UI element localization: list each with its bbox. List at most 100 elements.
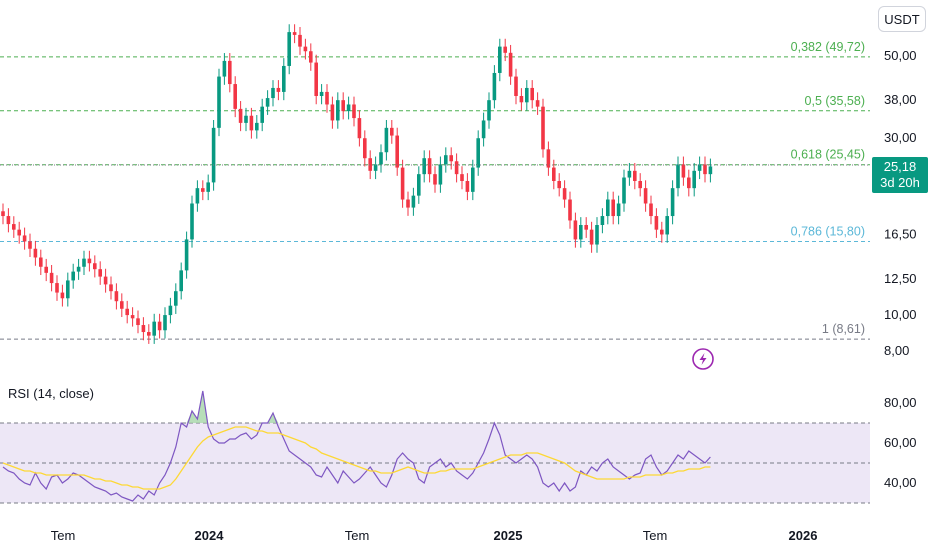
time-axis-label: Tem	[643, 528, 668, 543]
currency-button[interactable]: USDT	[878, 6, 926, 32]
rsi-axis-label: 80,00	[884, 395, 917, 410]
candle-body	[411, 195, 416, 208]
candle-body	[417, 174, 421, 196]
candle-body	[687, 177, 691, 189]
bar-countdown: 3d 20h	[880, 175, 920, 190]
candle-body	[622, 177, 626, 204]
time-axis-label: 2024	[195, 528, 225, 543]
candle-body	[438, 164, 443, 185]
candle-body	[368, 158, 372, 171]
candle-body	[28, 241, 32, 249]
candle-body	[562, 188, 567, 200]
candle-body	[346, 104, 351, 112]
rsi-line	[2, 390, 711, 502]
candle-body	[395, 135, 399, 168]
candle-body	[152, 321, 156, 336]
fib-level-label: 0,382 (49,72)	[791, 40, 865, 54]
candle-body	[319, 91, 324, 96]
candle-body	[179, 270, 183, 292]
candle-body	[271, 87, 275, 99]
candle-body	[260, 106, 264, 123]
candle-body	[103, 276, 108, 285]
fib-level-label: 0,5 (35,58)	[805, 94, 865, 108]
rsi-ma-line	[2, 426, 711, 490]
candle-body	[487, 100, 491, 121]
candle-body	[546, 149, 551, 168]
candle-body	[600, 216, 605, 225]
time-axis[interactable]: Tem 2024 Tem 2025 Tem 2026	[51, 528, 818, 543]
candle-body	[39, 257, 43, 267]
candle-body	[136, 318, 140, 326]
candle-body	[508, 52, 513, 77]
candle-body	[541, 106, 545, 150]
candle-body	[606, 199, 610, 217]
candle-body	[584, 224, 588, 230]
candle-body	[190, 203, 194, 240]
candle-body	[357, 118, 362, 139]
candle-body	[422, 158, 426, 175]
candle-body	[314, 62, 318, 96]
candle-body	[49, 272, 54, 284]
candle-body	[519, 95, 524, 103]
candle-body	[627, 170, 632, 178]
candle-body	[201, 188, 205, 192]
candle-body	[406, 199, 410, 208]
time-axis-label: Tem	[51, 528, 76, 543]
candle-body	[390, 127, 394, 136]
candle-body	[514, 76, 518, 96]
candle-body	[697, 164, 702, 171]
last-price-tag: 25,18 3d 20h	[872, 157, 928, 193]
candlestick-series[interactable]	[1, 24, 713, 344]
price-axis-label: 12,50	[884, 271, 917, 286]
candle-body	[471, 167, 475, 192]
candle-body	[427, 158, 432, 175]
price-axis-label: 16,50	[884, 226, 917, 241]
fib-level-label: 0,618 (25,45)	[791, 148, 865, 162]
candle-body	[244, 115, 248, 123]
candle-body	[330, 104, 335, 121]
candle-body	[66, 280, 70, 299]
candle-body	[298, 34, 302, 47]
candle-body	[249, 115, 254, 131]
candle-body	[481, 120, 486, 139]
candle-body	[163, 315, 167, 331]
candle-body	[692, 170, 696, 189]
candle-body	[535, 100, 540, 107]
candle-body	[681, 164, 686, 178]
candle-body	[87, 258, 92, 264]
candle-body	[125, 308, 129, 316]
candle-body	[255, 122, 259, 131]
fib-level-label: 0,786 (15,80)	[791, 224, 865, 238]
candle-body	[109, 284, 113, 292]
candle-body	[336, 100, 340, 121]
lightning-icon[interactable]	[692, 348, 714, 370]
candle-body	[82, 258, 86, 267]
candle-body	[363, 138, 367, 159]
candle-body	[309, 51, 313, 63]
candle-body	[93, 263, 97, 270]
rsi-overbought-fill	[186, 391, 279, 423]
candle-body	[530, 87, 534, 101]
candle-body	[611, 199, 615, 217]
candle-body	[265, 98, 270, 107]
candle-body	[157, 321, 162, 331]
price-axis[interactable]: 50,00 38,00 30,00 16,50 12,50 10,00 8,00	[884, 48, 917, 358]
candle-body	[206, 182, 210, 192]
candle-body	[211, 127, 216, 183]
candle-body	[433, 174, 437, 185]
rsi-axis-label: 60,00	[884, 435, 917, 450]
candle-body	[287, 32, 291, 66]
rsi-pane[interactable]: RSI (14, close)	[0, 386, 870, 504]
candle-body	[660, 229, 664, 235]
candle-body	[228, 60, 232, 85]
candle-body	[303, 46, 308, 52]
candle-body	[638, 181, 642, 189]
candle-body	[292, 32, 297, 35]
candle-body	[703, 164, 707, 175]
candle-body	[76, 266, 81, 272]
candle-body	[6, 216, 11, 225]
time-axis-label: 2025	[494, 528, 523, 543]
rsi-axis-label: 40,00	[884, 475, 917, 490]
candle-body	[373, 164, 378, 171]
